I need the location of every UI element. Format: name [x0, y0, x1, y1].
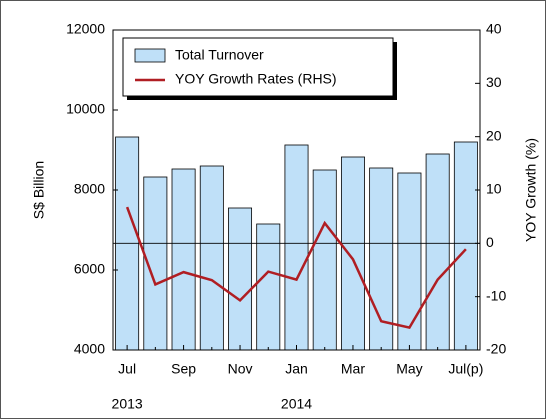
x-tick-label: May [396, 361, 422, 377]
y2-tick-label: 20 [486, 127, 502, 143]
bar [199, 165, 224, 351]
legend-label: YOY Growth Rates (RHS) [175, 71, 337, 87]
growth-line [125, 206, 467, 330]
y2-tick-label: -10 [486, 287, 506, 303]
y2-axis-label: YOY Growth (%) [523, 138, 539, 242]
bar [397, 172, 422, 351]
x-tick-label: Jul [118, 361, 136, 377]
bar [171, 168, 196, 351]
x-tick-label: Mar [341, 361, 365, 377]
y-tick-label: 10000 [66, 101, 105, 117]
y2-tick-label: 40 [486, 21, 502, 37]
y2-tick-label: 0 [486, 234, 494, 250]
y2-tick-label: -20 [486, 341, 506, 357]
bar [425, 153, 450, 351]
bar [228, 207, 253, 351]
x-tick-label: Nov [228, 361, 253, 377]
bar [256, 223, 281, 351]
y-axis-label: S$ Billion [31, 161, 47, 219]
legend [122, 37, 394, 97]
x-tick-label: Jul(p) [448, 361, 483, 377]
year-label: 2013 [112, 396, 143, 412]
y2-tick-label: 30 [486, 74, 502, 90]
year-label: 2014 [281, 396, 312, 412]
x-tick-label: Sep [171, 361, 196, 377]
legend-swatch [134, 48, 166, 63]
x-tick-label: Jan [285, 361, 308, 377]
bar [453, 141, 478, 351]
bar [284, 144, 309, 351]
y-tick-label: 8000 [74, 181, 105, 197]
y-tick-label: 12000 [66, 21, 105, 37]
y-tick-label: 6000 [74, 261, 105, 277]
bar [340, 156, 365, 351]
bar [312, 169, 337, 351]
legend-label: Total Turnover [175, 47, 264, 63]
y-tick-label: 4000 [74, 341, 105, 357]
y2-tick-label: 10 [486, 181, 502, 197]
